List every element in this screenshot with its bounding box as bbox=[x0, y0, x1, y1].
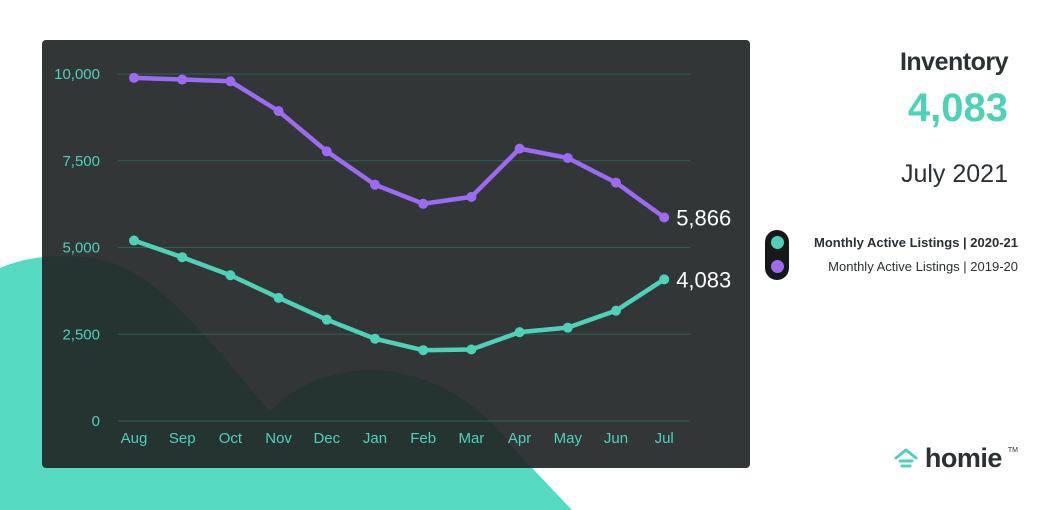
data-point bbox=[514, 327, 525, 338]
data-point bbox=[177, 74, 188, 85]
data-point bbox=[514, 143, 525, 154]
x-tick-label: Jun bbox=[604, 430, 628, 447]
y-tick-label: 7,500 bbox=[62, 153, 100, 170]
series-layer bbox=[129, 72, 670, 356]
x-axis-ticks: Aug Sep Oct Nov Dec Jan Feb Mar Apr May Jun Jul bbox=[121, 430, 674, 447]
x-tick-label: Oct bbox=[219, 430, 243, 447]
data-point bbox=[562, 322, 573, 333]
page-title: Inventory bbox=[899, 48, 1009, 76]
period-label: July 2021 bbox=[900, 160, 1008, 188]
y-axis-ticks: 0 2,500 5,000 7,500 10,000 bbox=[54, 66, 100, 430]
data-point bbox=[466, 191, 477, 202]
data-point bbox=[611, 177, 621, 188]
data-point bbox=[273, 292, 284, 303]
series-2020-21 bbox=[129, 235, 670, 356]
data-point bbox=[177, 252, 188, 263]
series-2019-20 bbox=[129, 72, 670, 223]
x-tick-label: Mar bbox=[458, 430, 484, 447]
x-tick-label: May bbox=[554, 430, 583, 447]
brand-name: homie bbox=[924, 443, 1003, 473]
home-icon bbox=[894, 448, 918, 467]
brand-logo: homie TM bbox=[893, 443, 1018, 474]
x-tick-label: Jul bbox=[655, 430, 674, 447]
data-point bbox=[225, 270, 236, 281]
data-point bbox=[225, 76, 236, 87]
headline-value: 4,083 bbox=[907, 86, 1008, 130]
legend-label-2020-21: Monthly Active Listings | 2020-21 bbox=[814, 235, 1018, 250]
legend-marker-2020-21 bbox=[771, 236, 784, 249]
data-point bbox=[129, 235, 139, 246]
y-tick-label: 0 bbox=[92, 413, 100, 430]
data-point bbox=[418, 198, 429, 209]
data-point bbox=[418, 345, 429, 356]
x-tick-label: Jan bbox=[363, 430, 387, 447]
data-point bbox=[466, 344, 477, 355]
data-point bbox=[562, 152, 573, 163]
x-tick-label: Nov bbox=[265, 430, 292, 447]
data-point bbox=[659, 274, 670, 285]
data-point bbox=[129, 72, 139, 83]
end-value-label: 4,083 bbox=[676, 267, 731, 292]
line-chart: 0 2,500 5,000 7,500 10,000 Aug Sep Oct Nov Dec Ja… bbox=[54, 66, 731, 447]
x-tick-label: Aug bbox=[121, 430, 148, 447]
series-line bbox=[131, 238, 667, 353]
data-point bbox=[370, 333, 380, 344]
y-tick-label: 10,000 bbox=[54, 66, 100, 83]
data-point bbox=[321, 146, 332, 157]
y-tick-label: 2,500 bbox=[62, 326, 100, 343]
x-tick-label: Feb bbox=[410, 430, 436, 447]
y-tick-label: 5,000 bbox=[62, 240, 100, 257]
x-tick-label: Sep bbox=[169, 430, 196, 447]
data-point bbox=[370, 179, 380, 190]
legend-label-2019-20: Monthly Active Listings | 2019-20 bbox=[828, 259, 1018, 274]
end-labels: 4,083 5,866 bbox=[676, 205, 731, 292]
series-line bbox=[131, 75, 667, 220]
x-tick-label: Dec bbox=[313, 430, 340, 447]
x-tick-label: Apr bbox=[508, 430, 531, 447]
data-point bbox=[611, 305, 621, 316]
gridlines bbox=[118, 73, 690, 422]
trademark: TM bbox=[1007, 447, 1018, 454]
data-point bbox=[321, 314, 332, 325]
data-point bbox=[273, 106, 284, 117]
end-value-label: 5,866 bbox=[676, 205, 731, 230]
chart-panel: 0 2,500 5,000 7,500 10,000 Aug Sep Oct Nov Dec Ja… bbox=[42, 40, 750, 468]
legend-marker-2019-20 bbox=[771, 260, 784, 273]
legend-markers bbox=[765, 230, 789, 280]
data-point bbox=[659, 212, 670, 223]
